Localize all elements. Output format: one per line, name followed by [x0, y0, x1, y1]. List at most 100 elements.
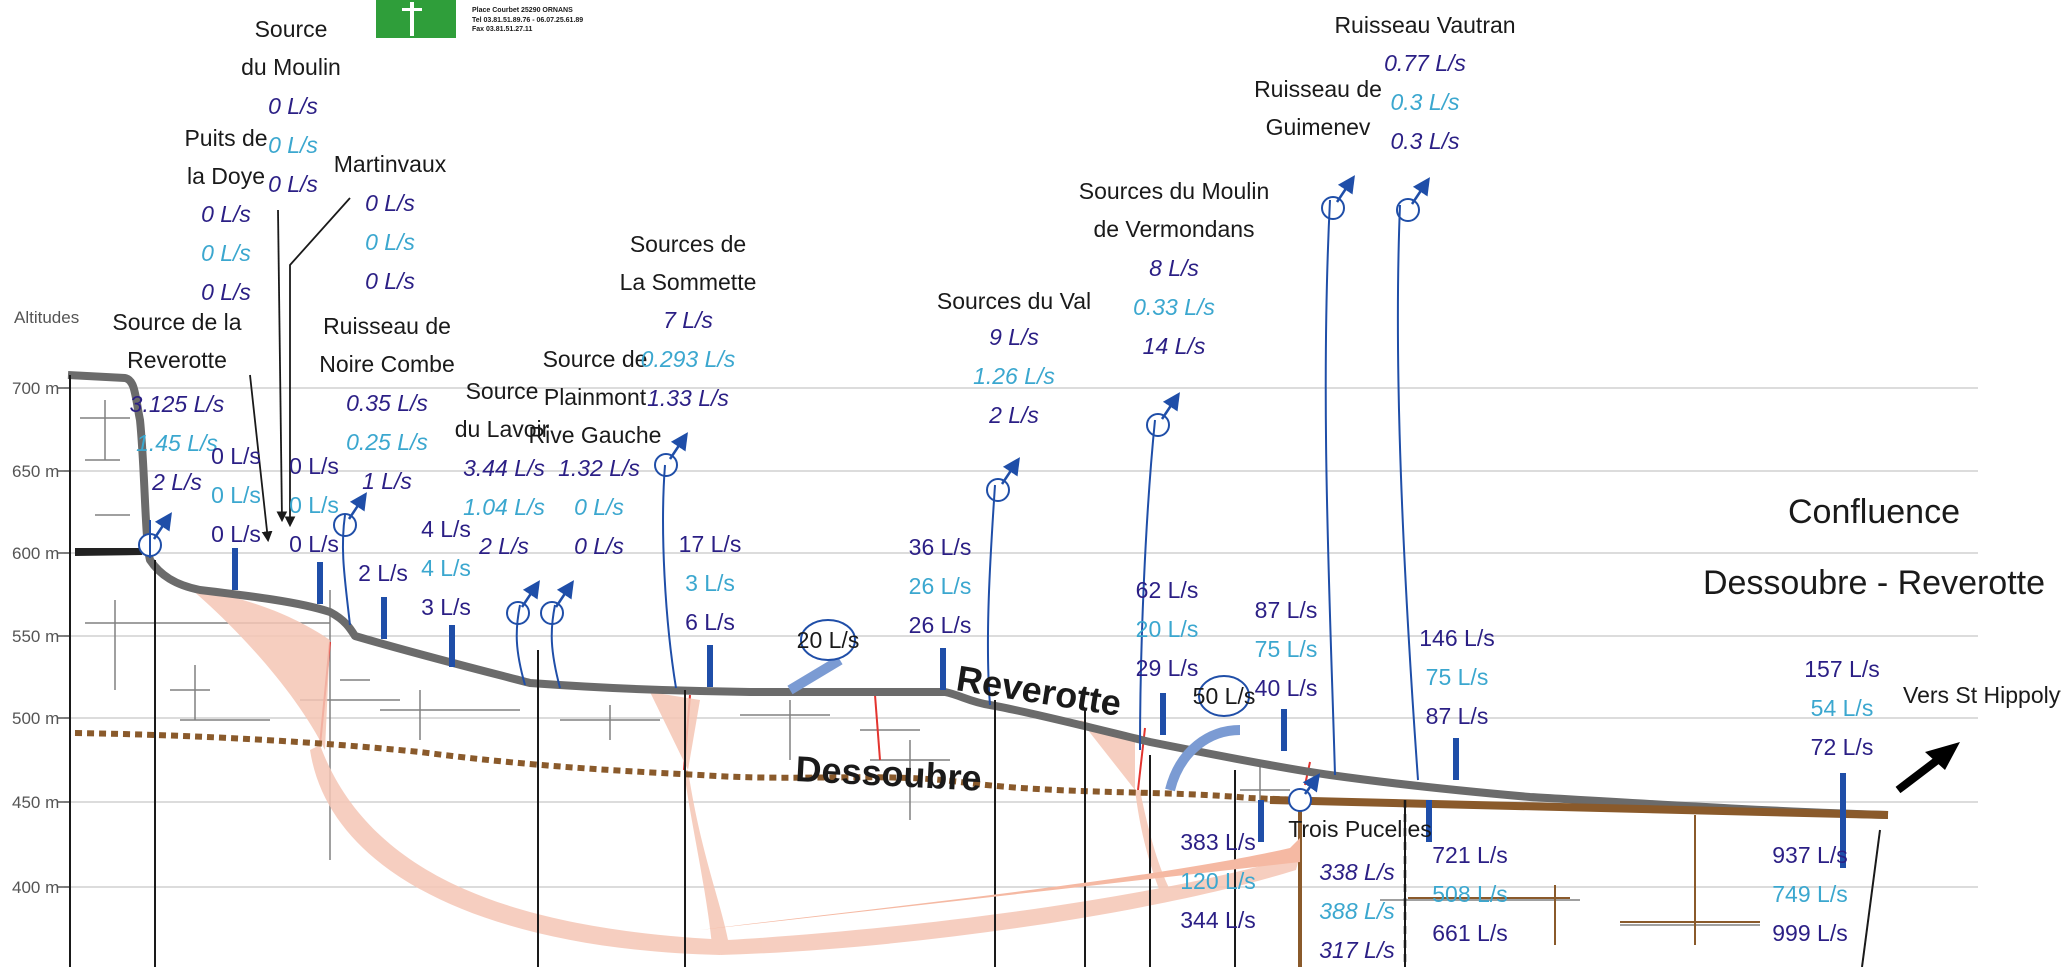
- station-value: 937 L/s: [1772, 842, 1847, 868]
- station-value: 146 L/s: [1419, 625, 1494, 651]
- source-name: Source de: [543, 346, 648, 372]
- source-value: 0 L/s: [574, 533, 624, 559]
- station-6: 62 L/s 20 L/s 29 L/s: [1136, 577, 1199, 681]
- source-symbol-arrow: [1160, 392, 1180, 420]
- source-value: 2 L/s: [478, 533, 529, 559]
- source-value: 0.25 L/s: [346, 429, 428, 455]
- station-value: 87 L/s: [1255, 597, 1318, 623]
- source-value: 1.33 L/s: [647, 385, 729, 411]
- source-name: de Vermondans: [1093, 216, 1254, 242]
- source-value: 3.44 L/s: [463, 455, 545, 481]
- station-5: 36 L/s 26 L/s 26 L/s: [909, 534, 972, 638]
- source-value: 3.125 L/s: [130, 391, 225, 417]
- station-13: 937 L/s 749 L/s 999 L/s: [1772, 842, 1847, 946]
- dessoubre-river-line: [74, 730, 1301, 803]
- station-value: 17 L/s: [679, 531, 742, 557]
- flow-20-label: 20 L/s: [797, 627, 860, 653]
- axis-title: Altitudes: [14, 308, 79, 327]
- source-6: Source de Plainmont Rive Gauche 1.32 L/s 0 L…: [529, 346, 662, 559]
- source-value: 9 L/s: [989, 324, 1039, 350]
- underground-flows: [190, 588, 1300, 955]
- left-cliff: [75, 548, 145, 556]
- source-name: du Lavoir: [455, 416, 550, 442]
- source-3: Martinvaux 0 L/s 0 L/s 0 L/s: [334, 151, 447, 294]
- source-8: Sources du Val 9 L/s 1.26 L/s 2 L/s: [937, 288, 1091, 428]
- station-value: 508 L/s: [1432, 881, 1507, 907]
- station-value: 3 L/s: [421, 594, 471, 620]
- source-value: 0.3 L/s: [1390, 89, 1460, 115]
- station-8: 146 L/s 75 L/s 87 L/s: [1419, 625, 1494, 729]
- station-value: 317 L/s: [1319, 937, 1395, 963]
- source-name: La Sommette: [620, 269, 757, 295]
- source-value: 0 L/s: [365, 268, 415, 294]
- flow-circle-20: 20 L/s: [787, 619, 860, 695]
- source-name: Ruisseau Vautran: [1334, 12, 1515, 38]
- station-value: 29 L/s: [1136, 655, 1199, 681]
- station-value: 3 L/s: [685, 570, 735, 596]
- station-value: 72 L/s: [1811, 734, 1874, 760]
- source-name: Noire Combe: [319, 351, 455, 377]
- axis-tick-label: 650 m: [12, 462, 59, 481]
- source-symbol-arrow: [668, 432, 688, 460]
- station-value: 40 L/s: [1255, 675, 1318, 701]
- logo-tel: Tel 03.81.51.89.76 - 06.07.25.61.89: [472, 17, 583, 24]
- exit-arrow: Vers St Hippolyte: [1895, 682, 2061, 794]
- station-value: 721 L/s: [1432, 842, 1507, 868]
- station-value: 344 L/s: [1180, 907, 1255, 933]
- logo-mark: [410, 2, 414, 36]
- source-value: 0.33 L/s: [1133, 294, 1215, 320]
- confluence-line-2: Dessoubre - Reverotte: [1703, 564, 2045, 602]
- source-value: 1.32 L/s: [558, 455, 640, 481]
- source-value: 0 L/s: [574, 494, 624, 520]
- axis-tick-label: 550 m: [12, 627, 59, 646]
- source-value: 14 L/s: [1143, 333, 1206, 359]
- source-value: 0.293 L/s: [641, 346, 736, 372]
- source-1: Puits de la Doye 0 L/s 0 L/s 0 L/s: [184, 125, 267, 305]
- source-name: Ruisseau de: [323, 313, 451, 339]
- source-name: Source de la: [112, 309, 241, 335]
- source-name: Sources du Val: [937, 288, 1091, 314]
- source-value: 2 L/s: [151, 469, 202, 495]
- station-value: 388 L/s: [1319, 898, 1395, 924]
- station-value: 87 L/s: [1426, 703, 1489, 729]
- source-value: 0 L/s: [201, 201, 251, 227]
- source-value: 0 L/s: [365, 229, 415, 255]
- station-value: 26 L/s: [909, 573, 972, 599]
- axis-tick-label: 700 m: [12, 379, 59, 398]
- source-name: Plainmont: [544, 384, 647, 410]
- source-value: 0 L/s: [365, 190, 415, 216]
- source-value: 0 L/s: [268, 132, 318, 158]
- logo-mark-bar: [402, 8, 422, 11]
- station-11: Trois Pucelles 338 L/s 388 L/s 317 L/s: [1288, 816, 1432, 963]
- axis-tick-label: 500 m: [12, 709, 59, 728]
- station-value: 338 L/s: [1319, 859, 1395, 885]
- source-2: Source du Moulin 0 L/s 0 L/s 0 L/s: [241, 16, 341, 197]
- source-symbol-circle: [654, 453, 678, 477]
- station-value: 157 L/s: [1804, 656, 1879, 682]
- station-2: 2 L/s: [358, 560, 408, 586]
- source-value: 0 L/s: [268, 93, 318, 119]
- source-name: la Doye: [187, 163, 265, 189]
- dessoubre-label: Dessoubre: [795, 748, 983, 799]
- source-symbol-arrow: [520, 580, 540, 608]
- source-name: Rive Gauche: [529, 422, 662, 448]
- station-3: 4 L/s 4 L/s 3 L/s: [421, 516, 471, 620]
- source-0: Source de la Reverotte 3.125 L/s 1.45 L/s 2 …: [112, 309, 241, 495]
- axis-tick-label: 600 m: [12, 544, 59, 563]
- station-value: 4 L/s: [421, 516, 471, 542]
- station-value: 0 L/s: [289, 492, 339, 518]
- source-name: Puits de: [184, 125, 267, 151]
- source-name: Source: [255, 16, 328, 42]
- station-value: 4 L/s: [421, 555, 471, 581]
- source-symbol-arrow: [554, 580, 574, 608]
- station-1: 0 L/s 0 L/s 0 L/s: [289, 453, 339, 557]
- source-symbol-arrow: [152, 512, 172, 540]
- source-7: Sources de La Sommette 7 L/s 0.293 L/s 1.33 …: [620, 231, 757, 411]
- station-7: 87 L/s 75 L/s 40 L/s: [1255, 597, 1318, 701]
- source-value: 0 L/s: [201, 279, 251, 305]
- flow-50-label: 50 L/s: [1193, 683, 1256, 709]
- source-value: 1.45 L/s: [136, 430, 218, 456]
- source-symbol-circle: [1396, 198, 1420, 222]
- station-9: 157 L/s 54 L/s 72 L/s: [1804, 656, 1879, 760]
